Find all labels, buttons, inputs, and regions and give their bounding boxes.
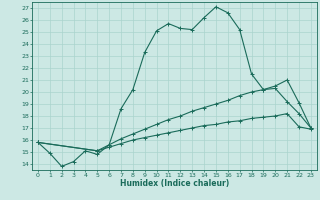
X-axis label: Humidex (Indice chaleur): Humidex (Indice chaleur) xyxy=(120,179,229,188)
